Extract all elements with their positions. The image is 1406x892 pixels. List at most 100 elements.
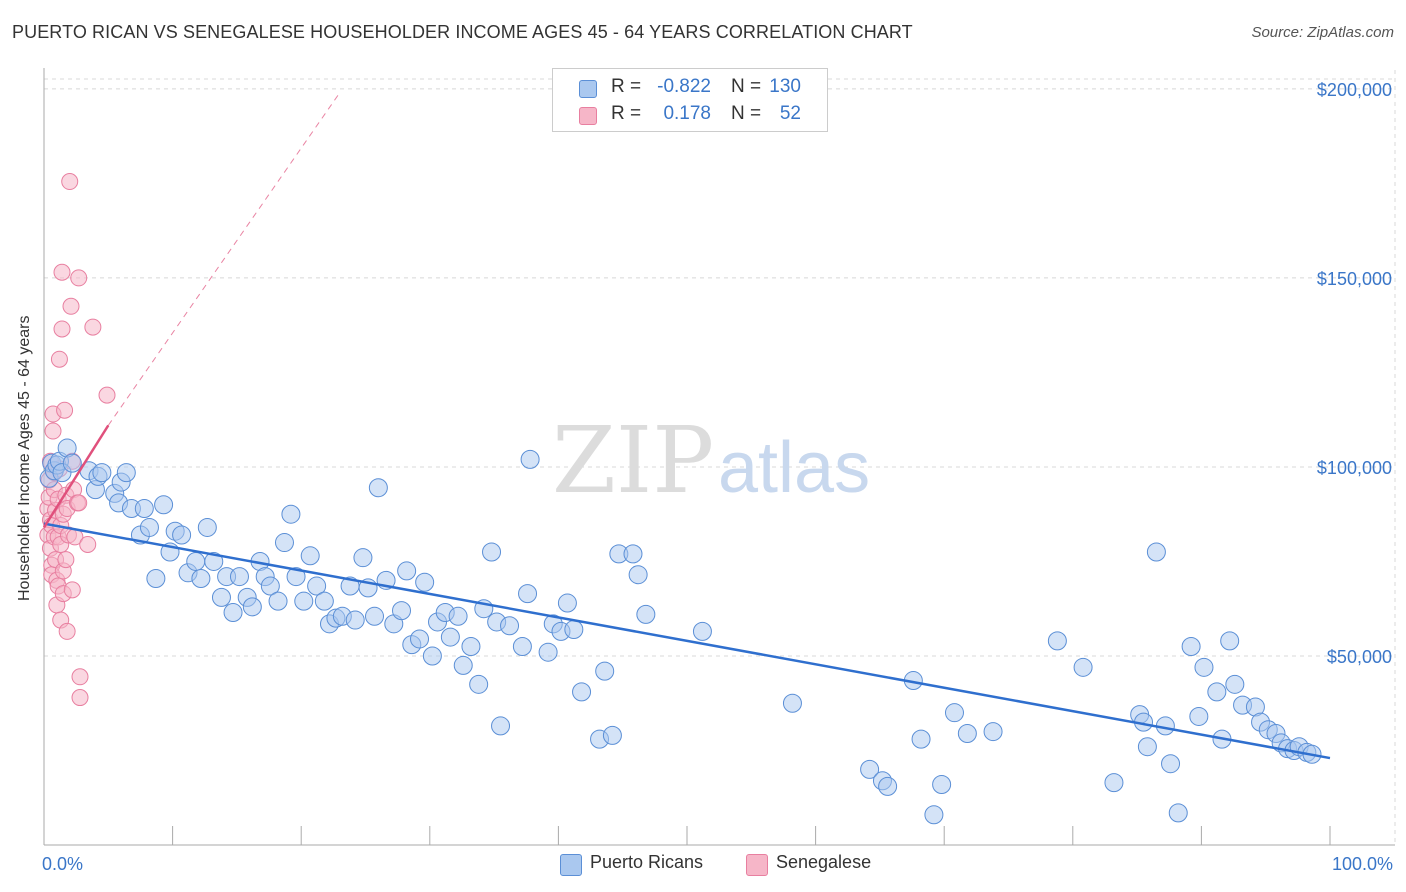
puerto-rican-point bbox=[1220, 631, 1240, 651]
puerto-rican-point bbox=[314, 591, 334, 611]
watermark-zip: ZIP bbox=[552, 407, 714, 514]
puerto-rican-point bbox=[572, 682, 592, 702]
bottom-legend-swatch-blue bbox=[560, 854, 582, 876]
chart-title: PUERTO RICAN VS SENEGALESE HOUSEHOLDER I… bbox=[12, 22, 913, 42]
puerto-rican-point bbox=[636, 604, 656, 624]
senegalese-trend-line bbox=[42, 424, 110, 529]
senegalese-point bbox=[98, 386, 116, 404]
puerto-rican-point bbox=[482, 542, 502, 562]
senegalese-point bbox=[70, 494, 88, 512]
puerto-rican-point bbox=[139, 517, 159, 537]
puerto-rican-point bbox=[440, 627, 460, 647]
senegalese-point bbox=[62, 297, 80, 315]
puerto-rican-point bbox=[595, 661, 615, 681]
puerto-rican-point bbox=[294, 591, 314, 611]
legend-r-value: 0.178 bbox=[663, 103, 711, 124]
puerto-rican-point bbox=[564, 620, 584, 640]
legend-row-senegalese: R = 0.178 N = 52 bbox=[553, 101, 827, 129]
puerto-rican-point bbox=[172, 525, 192, 545]
senegalese-point bbox=[84, 318, 102, 336]
puerto-rican-point bbox=[197, 517, 217, 537]
puerto-rican-point bbox=[365, 606, 385, 626]
legend-swatch-blue bbox=[579, 80, 597, 98]
legend-r-value: -0.822 bbox=[657, 76, 711, 97]
puerto-rican-point bbox=[274, 533, 294, 553]
puerto-rican-point bbox=[957, 723, 977, 743]
puerto-rican-point bbox=[491, 716, 511, 736]
puerto-rican-point bbox=[623, 544, 643, 564]
puerto-rican-point bbox=[116, 463, 136, 483]
puerto-rican-point bbox=[397, 561, 417, 581]
puerto-rican-point bbox=[229, 567, 249, 587]
puerto-rican-point bbox=[500, 616, 520, 636]
x-tick-label-max: 100.0% bbox=[1332, 854, 1393, 874]
puerto-rican-point bbox=[410, 629, 430, 649]
puerto-rican-point bbox=[1047, 631, 1067, 651]
senegalese-point bbox=[71, 689, 89, 707]
puerto-rican-point bbox=[1207, 682, 1227, 702]
puerto-rican-point bbox=[692, 621, 712, 641]
legend-n-value: 130 bbox=[769, 76, 801, 97]
bottom-legend-label: Puerto Ricans bbox=[590, 852, 704, 872]
series-senegalese bbox=[39, 173, 116, 707]
puerto-rican-point bbox=[260, 576, 280, 596]
puerto-rican-point bbox=[1168, 803, 1188, 823]
senegalese-point bbox=[79, 535, 97, 553]
puerto-rican-point bbox=[204, 551, 224, 571]
y-axis-label: Householder Income Ages 45 - 64 years bbox=[16, 315, 33, 601]
puerto-rican-point bbox=[602, 725, 622, 745]
puerto-rican-point bbox=[62, 453, 82, 473]
puerto-rican-point bbox=[211, 587, 231, 607]
puerto-rican-point bbox=[518, 584, 538, 604]
puerto-rican-point bbox=[944, 703, 964, 723]
puerto-rican-point bbox=[146, 568, 166, 588]
puerto-rican-point bbox=[782, 693, 802, 713]
puerto-rican-point bbox=[932, 775, 952, 795]
puerto-rican-point bbox=[924, 805, 944, 825]
puerto-rican-point bbox=[353, 548, 373, 568]
y-tick-label: $100,000 bbox=[1317, 458, 1392, 478]
puerto-rican-point bbox=[345, 610, 365, 630]
puerto-rican-point bbox=[1225, 674, 1245, 694]
puerto-ricans-trend-line bbox=[43, 522, 1331, 760]
puerto-rican-point bbox=[1073, 657, 1093, 677]
puerto-rican-point bbox=[286, 567, 306, 587]
puerto-rican-point bbox=[268, 591, 288, 611]
puerto-rican-point bbox=[307, 576, 327, 596]
puerto-rican-point bbox=[860, 759, 880, 779]
puerto-rican-point bbox=[911, 729, 931, 749]
y-tick-label: $200,000 bbox=[1317, 80, 1392, 100]
trend-lines bbox=[42, 92, 1331, 760]
legend-r-label: R = bbox=[611, 76, 642, 97]
puerto-rican-point bbox=[453, 655, 473, 675]
puerto-rican-point bbox=[983, 722, 1003, 742]
correlation-legend: R = -0.822 N = 130 R = 0.178 N = 52 bbox=[552, 68, 828, 132]
senegalese-point bbox=[63, 581, 81, 599]
tick-labels: $50,000 $100,000 $150,000 $200,000 0.0% 100.0… bbox=[42, 80, 1393, 874]
puerto-rican-point bbox=[422, 646, 442, 666]
puerto-rican-point bbox=[223, 603, 243, 622]
series-puerto-ricans bbox=[39, 438, 1322, 825]
puerto-rican-point bbox=[392, 601, 412, 621]
y-tick-label: $50,000 bbox=[1327, 647, 1392, 667]
x-tick-label-min: 0.0% bbox=[42, 854, 83, 874]
puerto-rican-point bbox=[1189, 706, 1209, 726]
puerto-rican-point bbox=[242, 597, 262, 617]
puerto-rican-point bbox=[628, 565, 648, 585]
legend-r-label: R = bbox=[611, 103, 642, 124]
senegalese-point bbox=[70, 269, 88, 287]
puerto-rican-point bbox=[878, 776, 898, 796]
puerto-rican-point bbox=[1137, 737, 1157, 757]
puerto-rican-point bbox=[300, 546, 320, 566]
puerto-rican-point bbox=[448, 606, 468, 626]
senegalese-point bbox=[50, 350, 68, 368]
senegalese-point bbox=[71, 668, 89, 686]
puerto-rican-point bbox=[1104, 773, 1124, 793]
puerto-rican-point bbox=[461, 637, 481, 657]
senegalese-trend-extension bbox=[107, 92, 341, 426]
legend-row-puerto-ricans: R = -0.822 N = 130 bbox=[553, 74, 827, 102]
senegalese-point bbox=[56, 401, 74, 419]
puerto-rican-point bbox=[538, 642, 558, 662]
legend-n-label: N = bbox=[731, 76, 762, 97]
